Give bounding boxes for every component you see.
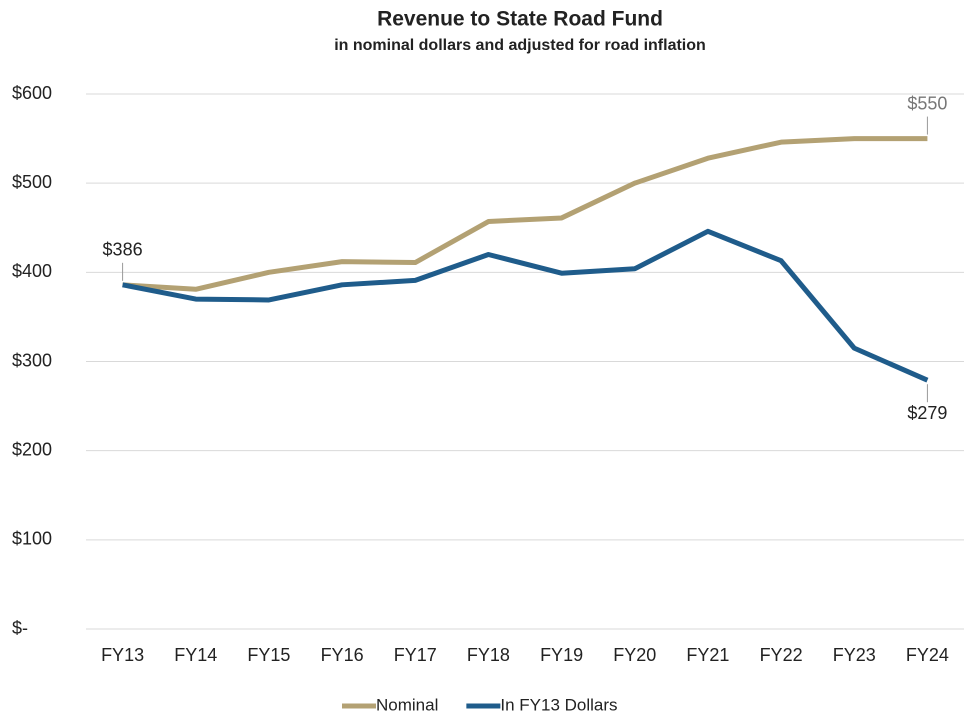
x-tick-label: FY23 [833,645,876,665]
legend-label: In FY13 Dollars [500,695,617,714]
data-label: $279 [907,403,947,423]
y-tick-label: $200 [12,439,52,459]
x-tick-label: FY20 [613,645,656,665]
series-line [122,228,929,383]
y-tick-label: $100 [12,529,52,549]
x-tick-label: FY16 [321,645,364,665]
y-tick-label: $500 [12,172,52,192]
x-tick-label: FY18 [467,645,510,665]
chart-subtitle: in nominal dollars and adjusted for road… [334,37,706,54]
series-line [122,136,928,292]
y-tick-label: $600 [12,83,52,103]
x-tick-label: FY21 [686,645,729,665]
y-tick-label: $300 [12,350,52,370]
data-label: $550 [907,93,947,113]
data-label: $386 [103,240,143,260]
x-tick-label: FY15 [247,645,290,665]
y-tick-label: $- [12,618,28,638]
x-tick-label: FY17 [394,645,437,665]
x-tick-label: FY19 [540,645,583,665]
x-tick-label: FY14 [174,645,217,665]
x-tick-label: FY24 [906,645,949,665]
x-tick-label: FY22 [760,645,803,665]
y-tick-label: $400 [12,261,52,281]
legend-label: Nominal [376,695,438,714]
x-tick-label: FY13 [101,645,144,665]
chart-title: Revenue to State Road Fund [377,8,663,31]
